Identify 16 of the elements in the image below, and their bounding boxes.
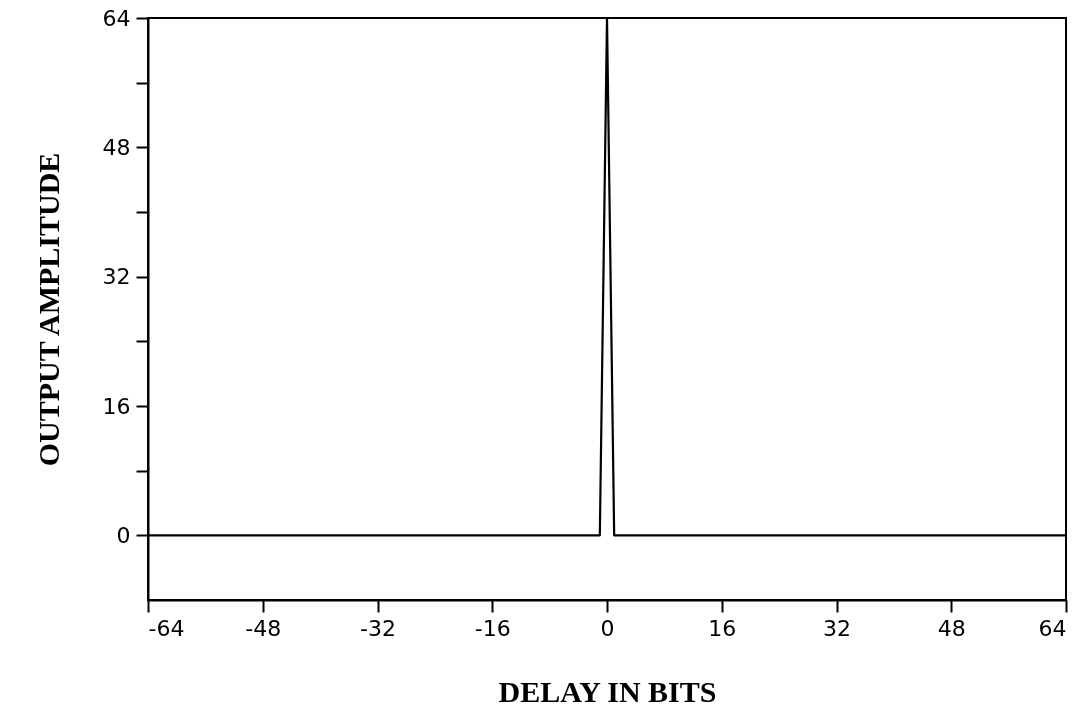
x-tick-label: -64 [148, 615, 185, 641]
y-tick-label: 64 [102, 5, 131, 31]
x-tick-label: 48 [937, 615, 966, 641]
x-tick-label: -16 [474, 615, 511, 641]
x-tick-label: 64 [1038, 615, 1067, 641]
y-tick-label: 48 [102, 134, 131, 160]
x-tick-label: 32 [823, 615, 851, 641]
x-tick-label: 16 [708, 615, 737, 641]
x-tick-label: 0 [600, 615, 615, 641]
x-tick-label: -32 [360, 615, 396, 641]
y-tick-label: 0 [116, 522, 131, 548]
x-axis-title: DELAY IN BITS [498, 674, 717, 708]
x-tick-label: -48 [245, 615, 282, 641]
y-tick-label: 32 [102, 264, 131, 290]
y-tick-label: 16 [102, 393, 131, 419]
y-axis-title: OUTPUT AMPLITUDE [31, 152, 65, 467]
